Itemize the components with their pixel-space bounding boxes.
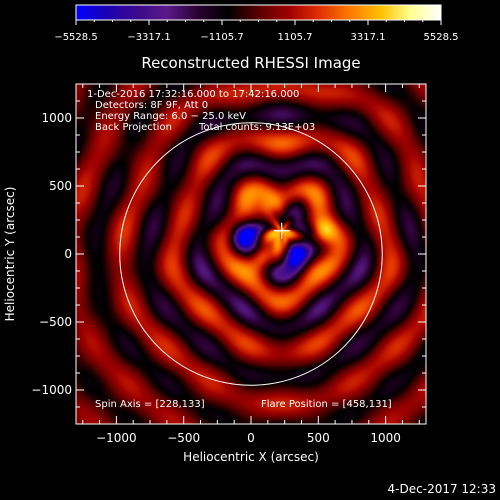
detectors-text: Detectors: 8F 9F, Att 0 [95,100,208,111]
spin-axis-text: Spin Axis = [228,133] [95,399,205,410]
heatmap-image [76,84,426,424]
footer-date: 4-Dec-2017 12:33 [388,482,496,496]
energy-range-text: Energy Range: 6.0 − 25.0 keV [95,111,246,122]
time-range-text: 1-Dec-2016 17:32:16.000 to 17:42:16.000 [87,89,299,100]
y-tick-label: 0 [64,247,72,261]
flare-position-text: Flare Position = [458,131] [261,399,392,410]
x-tick-label: −1000 [96,431,137,445]
x-tick-label: −500 [167,431,200,445]
colorbar-tick-label: 1105.7 [278,32,313,43]
y-tick-label: −500 [39,315,72,329]
colorbar-tick-label: −1105.7 [200,32,243,43]
flare-crosshair [273,222,290,239]
colorbar-tick-label: 3317.1 [351,32,386,43]
y-tick-label: 1000 [41,111,72,125]
total-counts-text: Total counts: 9.13E+03 [198,122,315,133]
solar-limb-circle [119,122,383,386]
colorbar-labels: −5528.5 −3317.1 −1105.7 1105.7 3317.1 5528.5 [54,32,458,43]
x-tick-label: 500 [307,431,330,445]
y-axis-ticks: −1000 −500 0 500 1000 [31,83,426,425]
colorbar-tick-label: −5528.5 [54,32,97,43]
colorbar [75,4,442,21]
x-axis-label: Heliocentric X (arcsec) [183,450,319,464]
x-tick-label: 1000 [370,431,401,445]
method-text: Back Projection [95,122,172,133]
colorbar-tick-label: 5528.5 [424,32,459,43]
chart-title: Reconstructed RHESSI Image [141,54,360,72]
y-axis-label: Heliocentric Y (arcsec) [3,187,17,322]
y-tick-label: 500 [49,179,72,193]
colorbar-tick-label: −3317.1 [127,32,170,43]
y-tick-label: −1000 [31,383,72,397]
colorbar-ticks [75,20,442,25]
x-tick-label: 0 [247,431,255,445]
x-axis-ticks: −1000 −500 0 500 1000 [82,84,420,445]
